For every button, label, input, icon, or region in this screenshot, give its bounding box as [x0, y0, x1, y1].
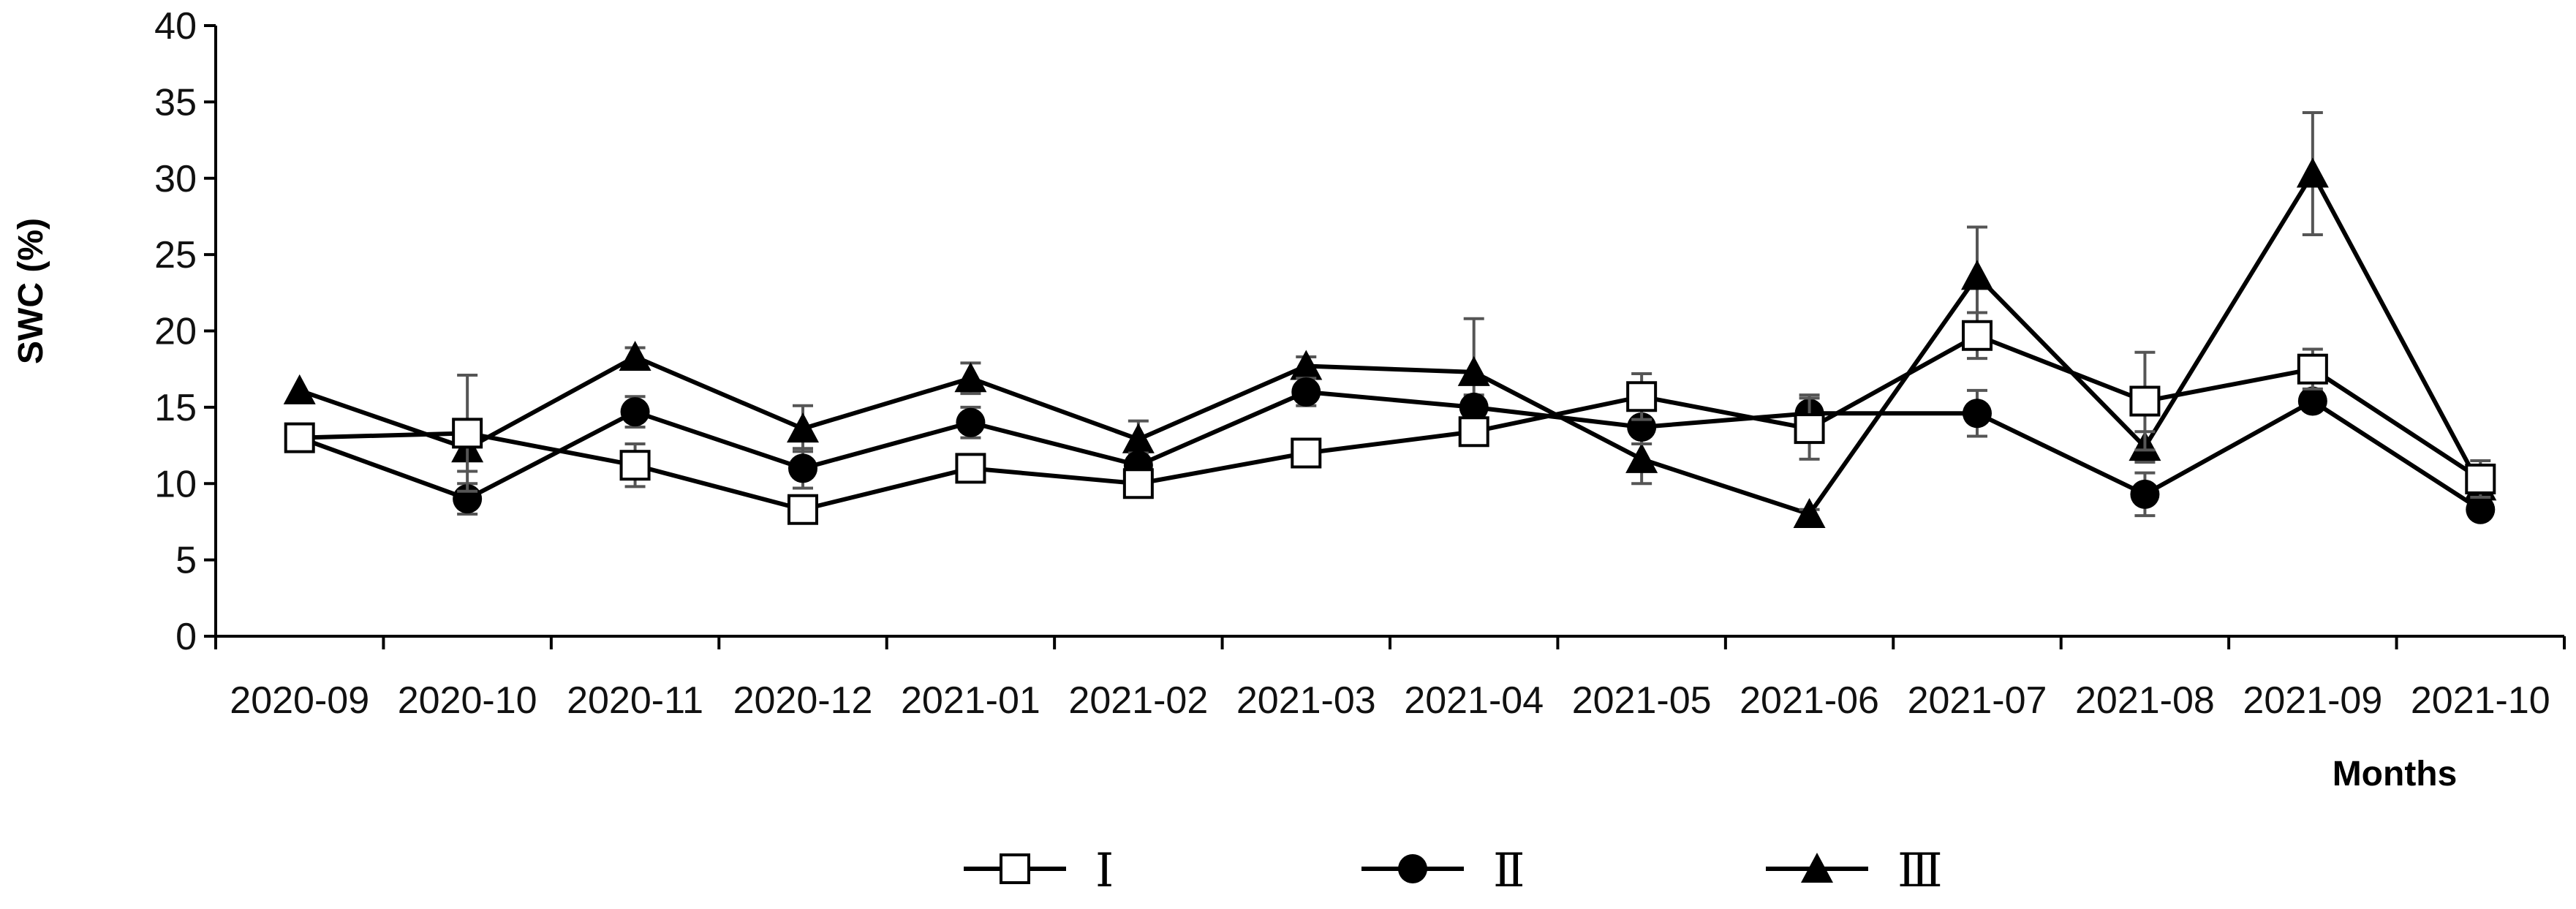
- data-point: [283, 374, 316, 404]
- x-tick-label: 2020-12: [733, 679, 873, 722]
- data-point: [619, 450, 651, 481]
- data-point: [1794, 413, 1825, 445]
- legend-marker: [1801, 853, 1833, 883]
- data-point: [619, 340, 651, 371]
- data-point: [788, 453, 817, 483]
- data-point: [954, 362, 987, 393]
- data-point: [1961, 260, 1993, 290]
- legend-item-2: Ⅱ: [1361, 845, 1525, 897]
- y-tick-label: 40: [154, 5, 197, 48]
- x-tick-label: 2021-10: [2411, 679, 2550, 722]
- legend-marker: [1000, 853, 1030, 884]
- x-tick-label: 2020-09: [230, 679, 369, 722]
- data-point: [1458, 416, 1489, 448]
- series-3: [283, 110, 2497, 528]
- x-tick-label: 2021-08: [2075, 679, 2215, 722]
- x-tick-label: 2021-03: [1236, 679, 1376, 722]
- y-tick-label: 10: [154, 463, 197, 505]
- data-point: [1459, 392, 1489, 422]
- y-axis-title: SWC (%): [12, 218, 50, 364]
- y-tick-label: 0: [175, 616, 197, 658]
- data-point: [284, 422, 315, 453]
- tick-labels: 0 5 10 15 20 25 30 35 40 2020-09 2020-10 2020-11 202…: [154, 5, 2550, 722]
- series-line: [298, 171, 2482, 516]
- y-tick-label: 5: [175, 540, 197, 582]
- data-point: [1626, 381, 1658, 412]
- y-tick-label: 30: [154, 158, 197, 200]
- data-point: [2466, 494, 2496, 524]
- data-point: [1625, 442, 1658, 473]
- data-point: [2129, 385, 2161, 417]
- legend-label: Ⅰ: [1095, 845, 1114, 897]
- x-tick-label: 2021-06: [1740, 679, 1879, 722]
- y-tick-label: 25: [154, 234, 197, 276]
- x-tick-label: 2021-02: [1068, 679, 1208, 722]
- data-point: [2465, 463, 2496, 494]
- series-2: [284, 377, 2496, 524]
- legend-marker: [1398, 854, 1427, 883]
- series-line: [299, 333, 2482, 512]
- legend-label: Ⅱ: [1493, 845, 1525, 897]
- x-axis-title: Months: [2333, 755, 2458, 793]
- y-tick-label: 20: [154, 311, 197, 353]
- y-tick-label: 35: [154, 81, 197, 124]
- data-point: [1291, 377, 1321, 407]
- data-point: [1290, 350, 1323, 380]
- x-tick-label: 2021-07: [1908, 679, 2047, 722]
- x-tick-label: 2021-01: [901, 679, 1040, 722]
- legend-item-3: Ⅲ: [1766, 845, 1943, 897]
- data-point: [1457, 355, 1490, 386]
- y-tick-label: 15: [154, 387, 197, 429]
- data-point: [2296, 157, 2329, 188]
- data-point: [1122, 423, 1155, 453]
- data-point: [956, 407, 986, 437]
- data-point: [2130, 479, 2160, 509]
- x-tick-label: 2020-11: [567, 679, 703, 722]
- x-tick-label: 2021-09: [2243, 679, 2382, 722]
- data-point: [620, 397, 650, 427]
- data-point: [2297, 386, 2327, 416]
- legend-item-1: Ⅰ: [964, 845, 1114, 897]
- x-tick-label: 2021-05: [1572, 679, 1712, 722]
- x-tick-label: 2020-10: [398, 679, 537, 722]
- data-point: [1963, 399, 1992, 429]
- data-point: [787, 412, 819, 443]
- series-line: [298, 390, 2482, 512]
- data-point: [452, 418, 483, 449]
- data-point: [1122, 468, 1154, 499]
- axes: [204, 24, 2566, 649]
- legend: Ⅰ Ⅱ Ⅲ: [964, 845, 1943, 897]
- data-point: [2297, 353, 2328, 385]
- data-point: [1291, 437, 1322, 469]
- x-tick-label: 2021-04: [1404, 679, 1544, 722]
- data-point: [787, 494, 818, 525]
- series-layer: [283, 110, 2497, 528]
- data-point: [1962, 320, 1993, 351]
- data-point: [955, 453, 986, 484]
- data-point: [1793, 498, 1826, 528]
- series-1: [284, 311, 2496, 525]
- legend-label: Ⅲ: [1897, 845, 1943, 897]
